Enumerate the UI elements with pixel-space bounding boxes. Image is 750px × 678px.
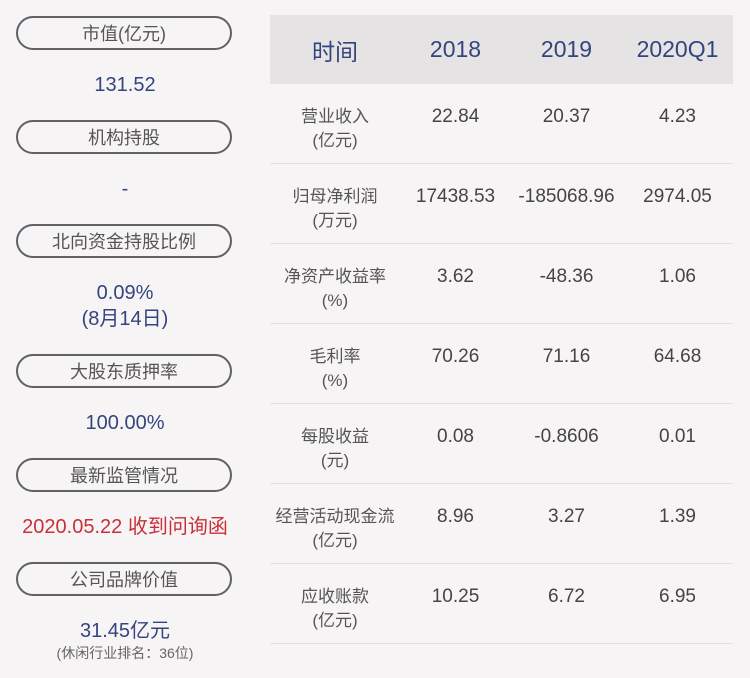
cell: 6.72 xyxy=(548,586,585,607)
row-label: 应收账款 xyxy=(301,587,369,606)
table-row: 营业收入 (亿元) 22.84 20.37 4.23 xyxy=(270,84,733,164)
cell: -48.36 xyxy=(539,266,594,287)
northbound-ratio-date: (8月14日) xyxy=(81,308,169,330)
table-row: 毛利率 (%) 70.26 71.16 64.68 xyxy=(270,324,733,404)
cell: -185068.96 xyxy=(518,186,615,207)
row-unit: (%) xyxy=(321,291,349,310)
row-unit: (亿元) xyxy=(312,611,358,630)
table-row: 每股收益 (元) 0.08 -0.8606 0.01 xyxy=(270,404,733,484)
row-label: 归母净利润 xyxy=(292,187,378,206)
cell: -0.8606 xyxy=(534,426,599,447)
brand-value-value: 31.45亿元 xyxy=(79,620,171,642)
northbound-ratio-value: 0.09% xyxy=(96,282,154,304)
row-label: 每股收益 xyxy=(301,427,369,446)
cell: 70.26 xyxy=(431,346,480,367)
header-period: 时间 xyxy=(312,38,358,65)
brand-value-label: 公司品牌价值 xyxy=(16,562,232,596)
pledge-ratio-label: 大股东质押率 xyxy=(16,354,232,388)
row-label: 经营活动现金流 xyxy=(275,507,395,526)
cell: 1.39 xyxy=(659,506,696,527)
header-2019: 2019 xyxy=(540,36,593,62)
row-unit: (万元) xyxy=(312,211,358,230)
cell: 71.16 xyxy=(542,346,591,367)
cell: 0.01 xyxy=(659,426,696,447)
cell: 17438.53 xyxy=(415,186,496,207)
market-cap-label: 市值(亿元) xyxy=(16,16,232,50)
market-cap-value: 131.52 xyxy=(94,74,156,96)
table-row: 应收账款 (亿元) 10.25 6.72 6.95 xyxy=(270,564,733,644)
row-label: 营业收入 xyxy=(301,107,369,126)
header-2020q1: 2020Q1 xyxy=(636,36,719,62)
table-row: 归母净利润 (万元) 17438.53 -185068.96 2974.05 xyxy=(270,164,733,244)
pledge-ratio-value: 100.00% xyxy=(85,412,165,434)
cell: 3.62 xyxy=(437,266,474,287)
row-label: 毛利率 xyxy=(309,347,361,366)
header-2018: 2018 xyxy=(429,36,482,62)
cell: 3.27 xyxy=(548,506,585,527)
row-unit: (亿元) xyxy=(312,531,358,550)
cell: 20.37 xyxy=(542,106,591,127)
institutional-holding-label: 机构持股 xyxy=(16,120,232,154)
regulatory-status-value: 2020.05.22 收到问询函 xyxy=(22,516,228,538)
cell: 6.95 xyxy=(659,586,696,607)
cell: 2974.05 xyxy=(643,186,712,207)
table-header: 时间 2018 2019 2020Q1 xyxy=(270,15,733,84)
brand-value-rank-note: (休闲行业排名：36位) xyxy=(56,645,194,661)
northbound-ratio-label: 北向资金持股比例 xyxy=(16,224,232,258)
cell: 10.25 xyxy=(431,586,480,607)
row-unit: (元) xyxy=(320,451,350,470)
row-label: 净资产收益率 xyxy=(284,267,386,286)
table-row: 经营活动现金流 (亿元) 8.96 3.27 1.39 xyxy=(270,484,733,564)
cell: 8.96 xyxy=(437,506,474,527)
regulatory-status-label: 最新监管情况 xyxy=(16,458,232,492)
row-unit: (%) xyxy=(321,371,349,390)
institutional-holding-value: - xyxy=(121,178,129,200)
cell: 64.68 xyxy=(653,346,702,367)
cell: 0.08 xyxy=(437,426,474,447)
row-unit: (亿元) xyxy=(312,131,358,150)
cell: 22.84 xyxy=(431,106,480,127)
cell: 4.23 xyxy=(659,106,696,127)
cell: 1.06 xyxy=(659,266,696,287)
financial-table: 时间 2018 2019 2020Q1 营业收入 (亿元) 22.84 20.37… xyxy=(270,15,733,644)
table-row: 净资产收益率 (%) 3.62 -48.36 1.06 xyxy=(270,244,733,324)
